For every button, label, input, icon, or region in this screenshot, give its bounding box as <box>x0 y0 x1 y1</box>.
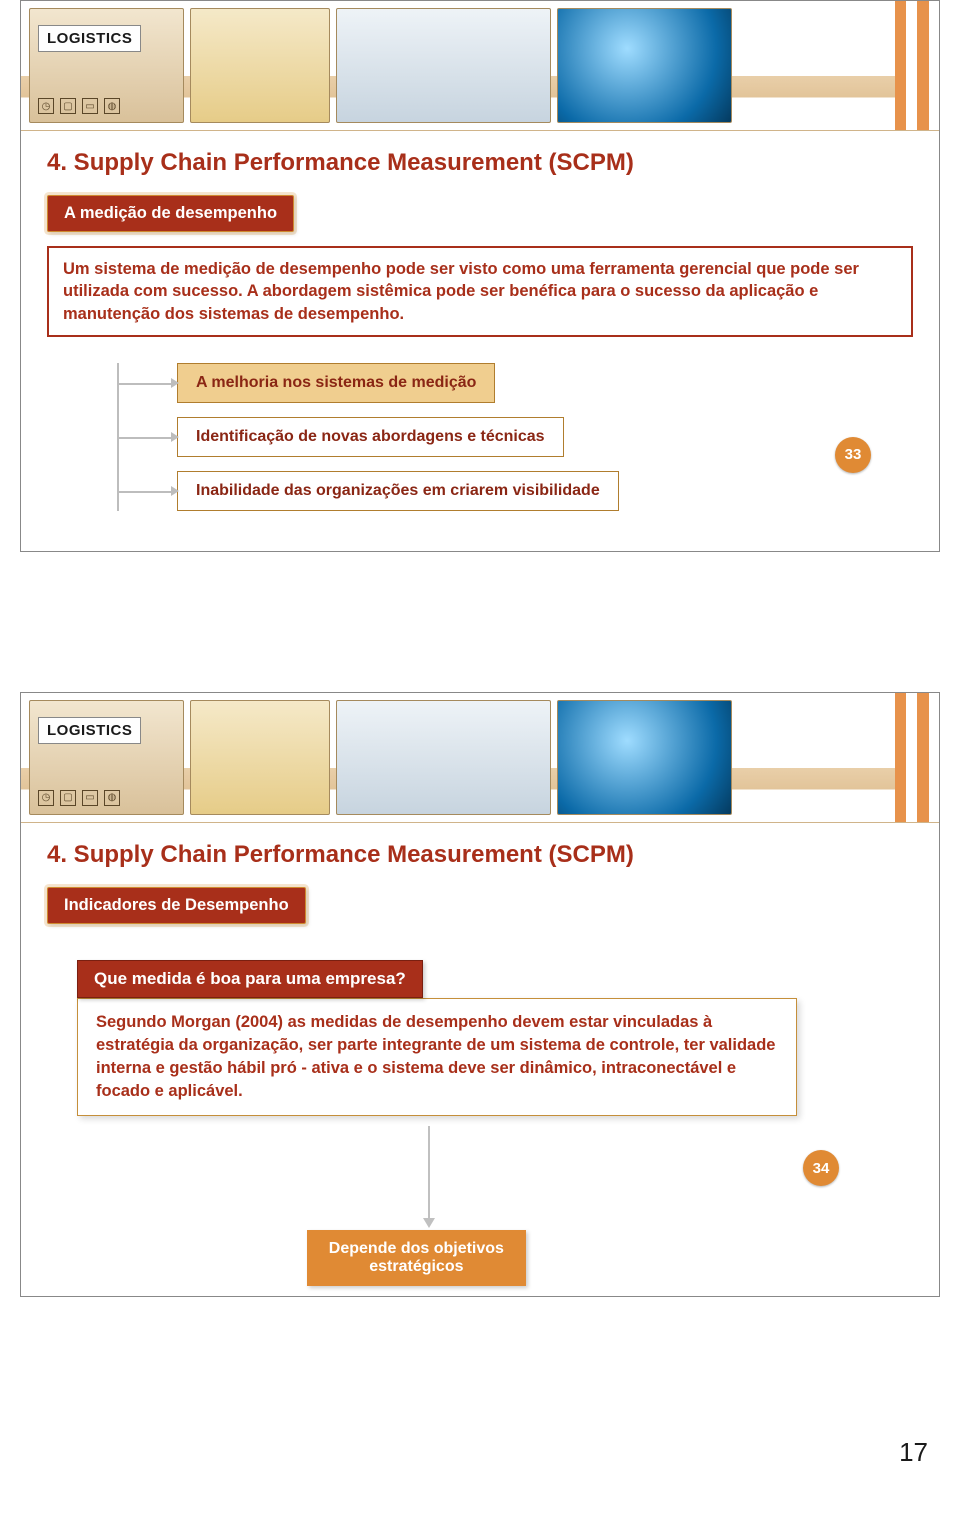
down-arrow-block: Depende dos objetivos estratégicos <box>47 1126 913 1256</box>
branch-row: Identificação de novas abordagens e técn… <box>177 417 913 457</box>
globe-icon: ◍ <box>104 98 120 114</box>
truck-icon: ▭ <box>82 98 98 114</box>
depends-line-1: Depende dos objetivos <box>329 1240 504 1257</box>
forklift-image <box>190 700 330 815</box>
forklift-image <box>190 8 330 123</box>
arrow-icon <box>171 378 179 388</box>
box-icon: ▢ <box>60 98 76 114</box>
logistics-label: LOGISTICS <box>38 25 141 52</box>
globe-image <box>557 700 732 815</box>
box-icon: ▢ <box>60 790 76 806</box>
subtitle-chip: A medição de desempenho <box>47 195 294 232</box>
logistics-box-image: LOGISTICS ◷ ▢ ▭ ◍ <box>29 700 184 815</box>
question-block: Que medida é boa para uma empresa? Segun… <box>77 960 797 1116</box>
branch-row: A melhoria nos sistemas de medição <box>177 363 913 403</box>
arrow-icon <box>171 486 179 496</box>
branch-row: Inabilidade das organizações em criarem … <box>177 471 913 511</box>
page-badge: 33 <box>835 437 871 473</box>
body-text-box: Um sistema de medição de desempenho pode… <box>47 246 913 337</box>
logistics-box-image: LOGISTICS ◷ ▢ ▭ ◍ <box>29 8 184 123</box>
logistics-icon-row: ◷ ▢ ▭ ◍ <box>38 790 120 806</box>
footer-page-number: 17 <box>20 1437 940 1468</box>
freight-image <box>336 700 551 815</box>
branch-box-3: Inabilidade das organizações em criarem … <box>177 471 619 511</box>
header-band: LOGISTICS ◷ ▢ ▭ ◍ <box>21 693 939 823</box>
slide-33-content: 4. Supply Chain Performance Measurement … <box>21 131 939 521</box>
slide-34-content: 4. Supply Chain Performance Measurement … <box>21 823 939 1266</box>
depends-box: Depende dos objetivos estratégicos <box>307 1230 526 1286</box>
branch-box-2: Identificação de novas abordagens e técn… <box>177 417 564 457</box>
header-band: LOGISTICS ◷ ▢ ▭ ◍ <box>21 1 939 131</box>
logistics-icon-row: ◷ ▢ ▭ ◍ <box>38 98 120 114</box>
page-badge: 34 <box>803 1150 839 1186</box>
right-stripe-decor <box>895 693 939 822</box>
question-chip: Que medida é boa para uma empresa? <box>77 960 423 998</box>
subtitle-chip: Indicadores de Desempenho <box>47 887 306 924</box>
truck-icon: ▭ <box>82 790 98 806</box>
slide-title: 4. Supply Chain Performance Measurement … <box>47 841 913 869</box>
down-arrow-icon <box>428 1126 430 1226</box>
slide-33: LOGISTICS ◷ ▢ ▭ ◍ 4. Supply Chain Perfor… <box>20 0 940 552</box>
slide-34: LOGISTICS ◷ ▢ ▭ ◍ 4. Supply Chain Perfor… <box>20 692 940 1297</box>
slide-title: 4. Supply Chain Performance Measurement … <box>47 149 913 177</box>
depends-line-2: estratégicos <box>369 1258 463 1275</box>
header-images: LOGISTICS ◷ ▢ ▭ ◍ <box>29 697 732 815</box>
logistics-label: LOGISTICS <box>38 717 141 744</box>
header-images: LOGISTICS ◷ ▢ ▭ ◍ <box>29 5 732 123</box>
arrow-icon <box>171 432 179 442</box>
clock-icon: ◷ <box>38 98 54 114</box>
answer-box: Segundo Morgan (2004) as medidas de dese… <box>77 998 797 1116</box>
globe-image <box>557 8 732 123</box>
right-stripe-decor <box>895 1 939 130</box>
branch-box-1: A melhoria nos sistemas de medição <box>177 363 495 403</box>
clock-icon: ◷ <box>38 790 54 806</box>
freight-image <box>336 8 551 123</box>
globe-icon: ◍ <box>104 790 120 806</box>
branch-diagram: A melhoria nos sistemas de medição Ident… <box>117 363 913 511</box>
